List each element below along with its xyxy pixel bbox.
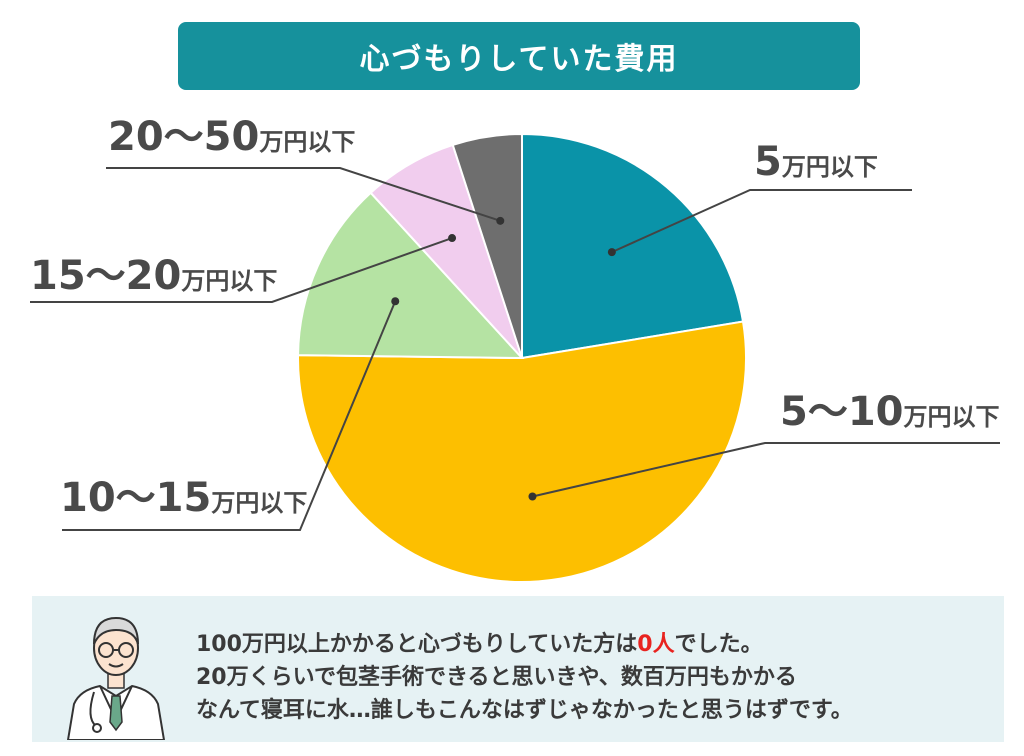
pie-slice-4 xyxy=(451,132,523,359)
pie-slices xyxy=(297,132,747,583)
chart-title-text: 心づもりしていた費用 xyxy=(359,42,679,77)
slice-label-1: 5〜10万円以下 xyxy=(780,389,1000,435)
slice-label-3: 15〜20万円以下 xyxy=(30,253,278,299)
pie-slice-2 xyxy=(297,191,525,360)
doctor-illustration xyxy=(66,616,166,740)
leader-line-1 xyxy=(532,442,1000,498)
leader-dot-0 xyxy=(607,248,616,257)
leader-line-0 xyxy=(611,189,912,254)
leader-dot-1 xyxy=(528,492,537,501)
note-line-2: 20万くらいで包茎手術できると思いきや、数百万円もかかる xyxy=(196,665,797,690)
leader-line-3 xyxy=(30,237,453,303)
leader-lines xyxy=(30,167,1000,531)
leader-line-2 xyxy=(62,300,397,531)
note-highlight: 0人 xyxy=(637,632,675,657)
pie-slice-1 xyxy=(297,320,747,583)
note-text: 100万円以上かかると心づもりしていた方は0人でした。 20万くらいで包茎手術で… xyxy=(196,628,986,727)
slice-label-4: 20〜50万円以下 xyxy=(108,114,356,160)
note-line-1: 100万円以上かかると心づもりしていた方は0人でした。 xyxy=(196,632,763,657)
note-line-3: なんて寝耳に水…誰しもこんなはずじゃなかったと思うはずです。 xyxy=(196,698,853,723)
pie-slice-0 xyxy=(521,132,745,360)
leader-dot-4 xyxy=(496,216,505,225)
slice-label-0: 5万円以下 xyxy=(754,139,878,185)
leader-dot-2 xyxy=(391,297,400,306)
note-box xyxy=(32,596,1004,742)
leader-dot-3 xyxy=(448,234,457,243)
chart-title: 心づもりしていた費用 xyxy=(178,22,860,90)
leader-line-4 xyxy=(106,167,501,222)
slice-label-2: 10〜15万円以下 xyxy=(60,475,308,521)
